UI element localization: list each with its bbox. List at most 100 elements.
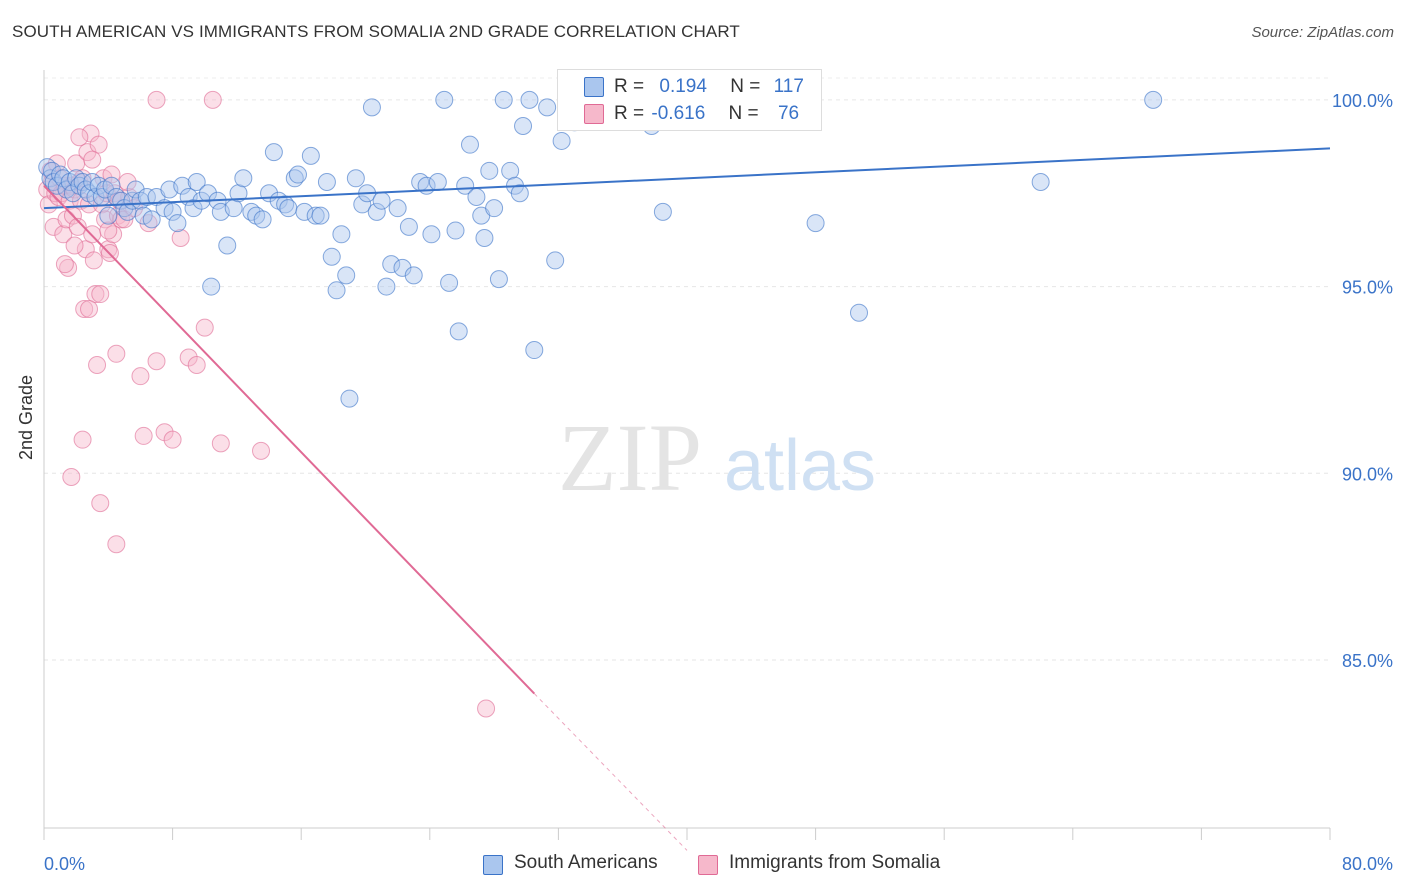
south-american-point bbox=[372, 191, 391, 210]
legend-r-label: R = bbox=[614, 103, 645, 124]
south-american-point bbox=[142, 210, 161, 229]
south-american-point bbox=[460, 135, 479, 154]
south-american-point bbox=[480, 161, 499, 180]
south-american-point bbox=[428, 173, 447, 192]
legend-n-value-blue: 117 bbox=[773, 76, 804, 97]
trend-lines bbox=[43, 147, 1331, 851]
somalia-point bbox=[203, 90, 222, 109]
south-american-point bbox=[264, 143, 283, 162]
south-american-point bbox=[218, 236, 237, 255]
legend-swatch-pink bbox=[584, 104, 604, 124]
somalia-point bbox=[73, 430, 92, 449]
somalia-point bbox=[211, 434, 230, 453]
south-american-point bbox=[311, 206, 330, 225]
x-tick-label-max: 80.0% bbox=[1342, 854, 1393, 874]
somalia-point bbox=[252, 441, 271, 460]
somalia-point bbox=[84, 251, 103, 270]
south-american-point bbox=[510, 184, 529, 203]
south-american-point bbox=[362, 98, 381, 117]
south-american-point bbox=[279, 199, 298, 218]
y-tick-label: 95.0% bbox=[1342, 278, 1393, 298]
bottom-legend-label-blue: South Americans bbox=[514, 852, 658, 873]
south-american-point bbox=[422, 225, 441, 244]
somalia-point bbox=[107, 535, 126, 554]
south-american-point bbox=[393, 258, 412, 277]
bottom-legend-swatch-blue bbox=[483, 855, 503, 875]
south-american-point bbox=[538, 98, 557, 117]
south-american-point bbox=[653, 202, 672, 221]
somalia-point bbox=[91, 285, 110, 304]
legend-r-value-pink: -0.616 bbox=[651, 103, 706, 124]
stats-legend: R = 0.194 N = 117 R = -0.616 N = 76 bbox=[557, 69, 822, 131]
somalia-point bbox=[70, 128, 89, 147]
south-american-point bbox=[449, 322, 468, 341]
legend-n-label: N = bbox=[728, 103, 759, 124]
south-american-point bbox=[850, 303, 869, 322]
south-american-point bbox=[388, 199, 407, 218]
legend-r-label: R = bbox=[614, 76, 645, 97]
y-tick-label: 85.0% bbox=[1342, 651, 1393, 671]
somalia-point bbox=[80, 299, 99, 318]
south-american-point bbox=[806, 214, 825, 233]
south-american-point bbox=[202, 277, 221, 296]
watermark: ZIP atlas bbox=[558, 404, 876, 511]
south-american-point bbox=[317, 173, 336, 192]
somalia-point bbox=[477, 699, 496, 718]
south-american-point bbox=[404, 266, 423, 285]
legend-n-label: N = bbox=[730, 76, 761, 97]
south-american-point bbox=[467, 187, 486, 206]
south-american-point bbox=[1031, 173, 1050, 192]
legend-swatch-blue bbox=[584, 77, 604, 97]
somalia-point bbox=[86, 285, 105, 304]
bottom-legend-blue: South Americans bbox=[483, 852, 658, 875]
south-american-point bbox=[137, 187, 156, 206]
south-american-point bbox=[525, 341, 544, 360]
south-american-point bbox=[301, 146, 320, 165]
series-south-american-points bbox=[38, 90, 1163, 408]
legend-r-value-blue: 0.194 bbox=[659, 76, 707, 97]
x-tick-label-min: 0.0% bbox=[44, 854, 85, 874]
south-american-point bbox=[224, 199, 243, 218]
south-american-point bbox=[520, 90, 539, 109]
somalia-point bbox=[68, 217, 87, 236]
south-american-point bbox=[514, 117, 533, 136]
south-american-point bbox=[163, 202, 182, 221]
somalia-point bbox=[75, 299, 94, 318]
south-american-point bbox=[99, 206, 118, 225]
south-american-point bbox=[187, 173, 206, 192]
somalia-point bbox=[65, 236, 84, 255]
somalia-point bbox=[91, 494, 110, 513]
south-american-point bbox=[198, 184, 217, 203]
bottom-legend-swatch-pink bbox=[698, 855, 718, 875]
somalia-point bbox=[195, 318, 214, 337]
somalia-point bbox=[147, 352, 166, 371]
south-american-point bbox=[367, 202, 386, 221]
south-american-point bbox=[306, 206, 325, 225]
watermark-zip: ZIP bbox=[558, 404, 702, 511]
somalia-point bbox=[83, 150, 102, 169]
south-american-point bbox=[552, 131, 571, 150]
south-american-point bbox=[337, 266, 356, 285]
legend-row-pink: R = -0.616 N = 76 bbox=[614, 103, 799, 125]
south-american-point bbox=[456, 176, 475, 195]
south-american-point bbox=[253, 210, 272, 229]
south-american-point bbox=[332, 225, 351, 244]
bottom-legend-label-pink: Immigrants from Somalia bbox=[729, 852, 941, 873]
south-american-point bbox=[234, 169, 253, 188]
south-american-point bbox=[346, 169, 365, 188]
south-american-point bbox=[494, 90, 513, 109]
somalia-point bbox=[89, 135, 108, 154]
y-tick-label: 90.0% bbox=[1342, 464, 1393, 484]
somalia-point bbox=[163, 430, 182, 449]
bottom-legend-pink: Immigrants from Somalia bbox=[698, 852, 941, 875]
watermark-atlas: atlas bbox=[724, 426, 876, 506]
south-american-point bbox=[485, 199, 504, 218]
south-american-point bbox=[288, 165, 307, 184]
somalia-point bbox=[187, 355, 206, 374]
south-american-point bbox=[377, 277, 396, 296]
somalia-point bbox=[134, 426, 153, 445]
somalia-point bbox=[131, 367, 150, 386]
south-american-point bbox=[435, 90, 454, 109]
legend-n-value-pink: 76 bbox=[777, 103, 800, 124]
